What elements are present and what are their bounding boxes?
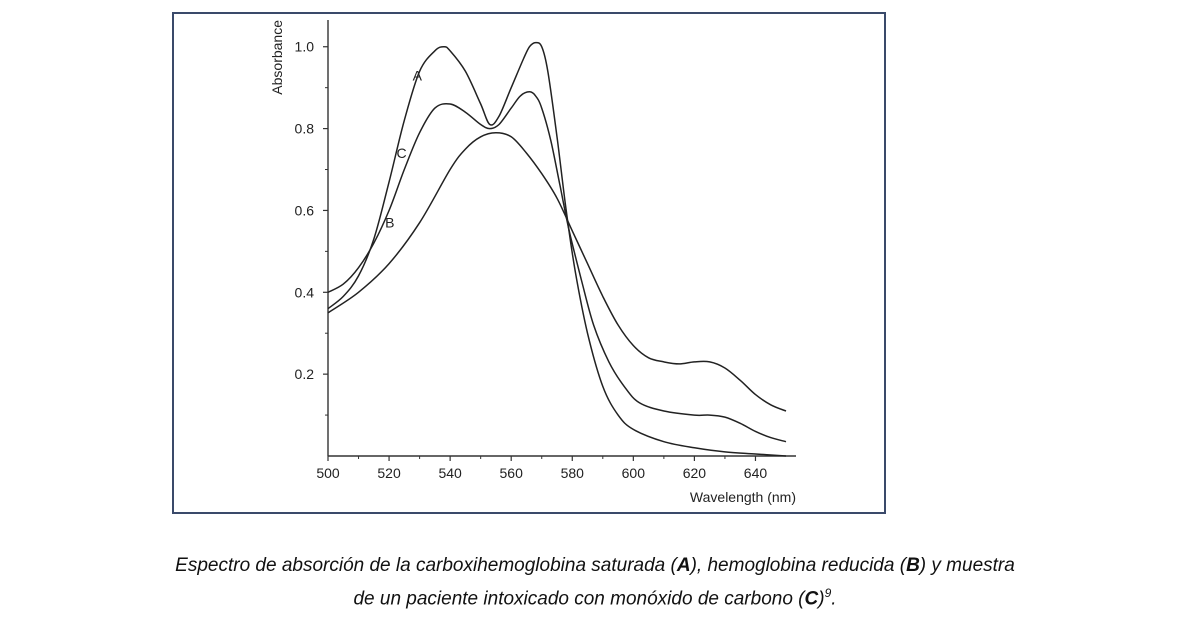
y-tick-label: 0.2 [295,366,315,382]
caption-label-c: C [804,588,819,610]
y-axis-label: Absorbance [269,20,285,95]
curve-label-b: B [385,215,394,231]
caption-reference: 9 [824,586,832,600]
curve-c [327,91,787,443]
x-tick-label: 520 [377,465,401,481]
absorbance-chart: 500 520 540 560 580 600 620 640 0.2 0.4 0.6 0.8 1.0 W… [269,20,796,505]
x-tick-label: 540 [438,465,462,481]
curve-label-c: C [397,145,407,161]
curve-b [327,131,787,412]
x-tick-label: 580 [561,465,585,481]
figure-caption-line-1: Espectro de absorción de la carboxihemog… [175,555,1015,576]
x-tick-label: 560 [500,465,524,481]
caption-label-a: A [676,555,691,576]
curve-label-a: A [413,67,423,83]
curve-a [327,41,787,457]
caption-label-b: B [906,555,920,576]
x-tick-label: 640 [744,465,768,481]
y-tick-label: 0.6 [295,202,315,218]
x-tick-label: 600 [622,465,646,481]
x-tick-label: 620 [683,465,707,481]
y-tick-label: 0.4 [295,284,315,300]
x-axis-label: Wavelength (nm) [690,489,796,505]
figure-caption-line-2: de un paciente intoxicado con monóxido d… [353,586,837,610]
y-tick-label: 0.8 [295,121,315,137]
y-tick-label: 1.0 [295,39,315,55]
figure-frame: 500 520 540 560 580 600 620 640 0.2 0.4 0.6 0.8 1.0 W… [172,12,886,514]
x-tick-label: 500 [316,465,340,481]
